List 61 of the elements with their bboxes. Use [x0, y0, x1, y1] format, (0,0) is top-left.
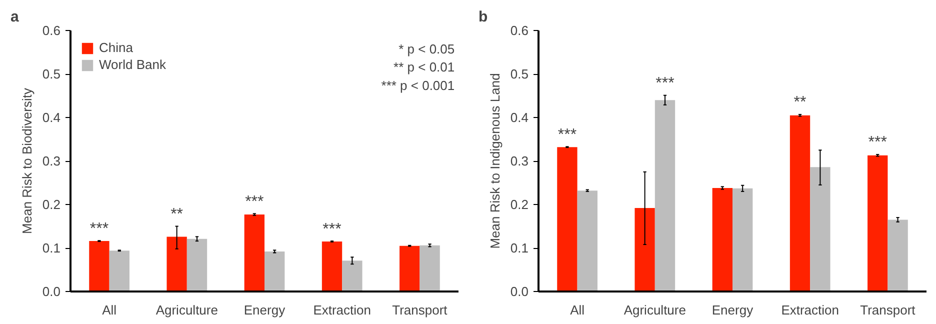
- data-label: ***: [868, 134, 887, 152]
- bar: [420, 245, 440, 292]
- legend-label: China: [99, 40, 133, 55]
- bar: [888, 220, 908, 292]
- data-label: ***: [558, 126, 577, 144]
- y-tick-label: 0.2: [42, 197, 61, 212]
- bar: [186, 238, 208, 292]
- x-tick-label: Extraction: [781, 302, 840, 318]
- bar: [89, 241, 110, 292]
- x-tick-label: Agriculture: [156, 302, 218, 318]
- x-tick-label: Transport: [392, 302, 448, 318]
- y-tick-label: 0.4: [42, 110, 61, 125]
- y-tick-label: 0.4: [510, 110, 529, 125]
- bar: [577, 190, 598, 292]
- bar: [244, 214, 264, 292]
- bar: [712, 188, 732, 292]
- data-label: ***: [90, 220, 109, 238]
- y-tick-label: 0.1: [510, 240, 529, 256]
- y-tick-label: 0.0: [510, 284, 529, 299]
- annotation: ** p < 0.01: [394, 60, 455, 75]
- y-tick-label: 0.3: [510, 154, 529, 168]
- data-label: **: [794, 94, 806, 112]
- y-tick-label: 0.5: [42, 66, 61, 82]
- bar: [322, 241, 342, 292]
- bar: [109, 250, 130, 292]
- data-label: **: [170, 206, 184, 224]
- bar: [557, 147, 578, 292]
- bar: [634, 208, 655, 292]
- bar: [654, 100, 676, 292]
- y-tick-label: 0.1: [42, 240, 61, 256]
- x-tick-label: Energy: [244, 302, 286, 318]
- bar: [790, 115, 810, 292]
- bar: [264, 251, 285, 292]
- data-label: ***: [656, 75, 674, 92]
- annotation: * p < 0.05: [398, 41, 455, 56]
- chart-title: b: [478, 8, 488, 26]
- y-tick-label: 0.0: [42, 284, 61, 299]
- data-label: ***: [322, 220, 342, 238]
- y-axis-title: Mean Risk to Indigenous Land: [487, 73, 502, 249]
- y-axis-title: Mean Risk to Biodiversity: [19, 88, 34, 234]
- x-tick-label: Extraction: [313, 302, 372, 318]
- x-tick-label: Transport: [860, 302, 916, 318]
- y-tick-label: 0.6: [42, 23, 61, 38]
- annotation: *** p < 0.001: [381, 78, 455, 93]
- bar: [810, 167, 830, 292]
- data-label: ***: [245, 193, 264, 210]
- bar: [868, 155, 888, 292]
- x-tick-label: Agriculture: [624, 302, 686, 318]
- bar: [342, 260, 362, 292]
- bar: [400, 246, 420, 292]
- x-tick-label: Energy: [712, 302, 754, 318]
- x-tick-label: All: [570, 302, 585, 318]
- y-tick-label: 0.2: [510, 197, 529, 212]
- legend-label: World Bank: [99, 57, 166, 72]
- chart-title: a: [10, 8, 20, 26]
- y-tick-label: 0.6: [510, 23, 529, 38]
- y-tick-label: 0.5: [510, 66, 529, 82]
- bar: [166, 236, 187, 292]
- bar: [732, 188, 753, 292]
- y-tick-label: 0.3: [42, 154, 61, 168]
- x-tick-label: All: [102, 302, 117, 318]
